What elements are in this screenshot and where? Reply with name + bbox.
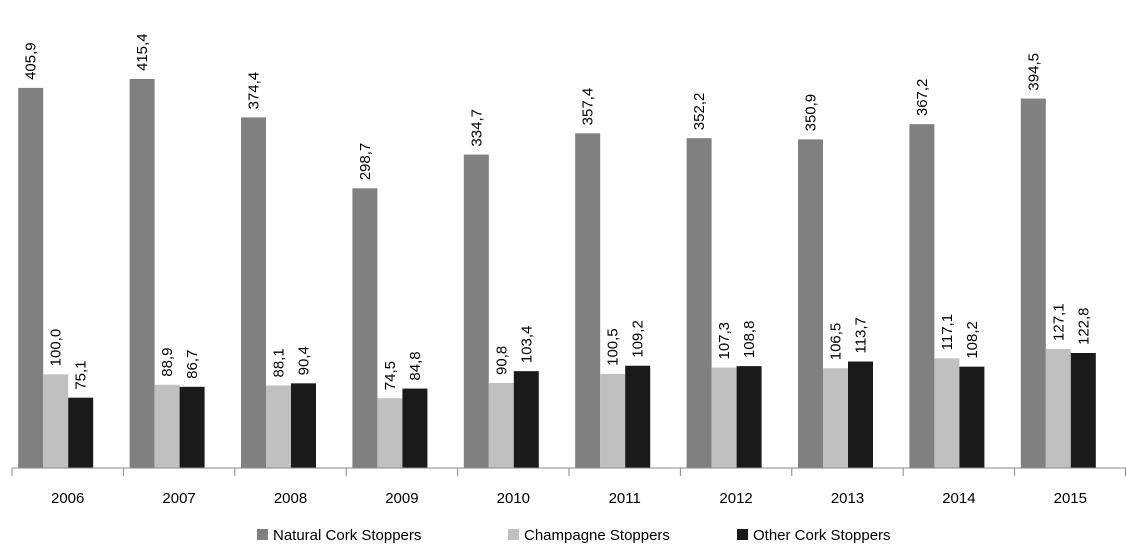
bar [154,384,180,468]
legend-label: Champagne Stoppers [524,527,670,544]
data-label: 74,5 [382,361,399,390]
data-label: 117,1 [939,314,956,350]
legend-label: Other Cork Stoppers [753,527,891,544]
data-label: 405,9 [23,42,40,80]
bar [575,133,601,469]
x-tick-label: 2013 [831,490,864,507]
x-tick-label: 2014 [942,490,975,507]
data-label: 357,4 [580,88,597,126]
bar [686,138,712,468]
x-tick-label: 2011 [609,490,641,507]
bar [600,373,626,468]
data-label: 88,9 [159,348,176,377]
bar [513,371,539,468]
bar [909,124,935,469]
data-label: 75,1 [73,360,90,389]
data-label: 334,7 [468,109,485,147]
data-label: 109,2 [630,320,647,358]
bar [402,388,428,468]
bar [241,117,266,468]
data-label: 298,7 [357,143,374,181]
legend-swatch [257,529,268,540]
bar [377,398,403,468]
bar [711,367,737,468]
bar [934,358,960,468]
data-label: 88,1 [271,348,288,377]
data-label: 113,7 [853,317,870,353]
data-label: 108,8 [741,321,758,359]
bar [129,79,155,468]
x-tick-label: 2010 [497,490,530,507]
data-label: 86,7 [184,350,201,379]
data-label: 107,3 [716,322,733,360]
data-label: 122,8 [1075,307,1092,345]
data-label: 84,8 [407,351,424,380]
legend-swatch [737,529,748,540]
data-label: 367,2 [914,79,931,117]
bar [463,154,489,468]
data-label: 415,4 [134,33,151,71]
data-label: 90,8 [493,346,510,375]
bar [848,361,873,468]
bar [959,366,985,468]
x-tick-label: 2012 [719,490,752,507]
data-label: 108,2 [964,321,981,359]
data-label: 103,4 [518,326,535,364]
data-label: 394,5 [1025,53,1042,91]
data-label: 90,4 [296,346,313,375]
x-tick-label: 2006 [51,490,84,507]
bar [823,368,848,468]
data-label: 100,5 [605,328,622,366]
data-label: 350,9 [803,94,820,132]
x-tick-label: 2015 [1054,490,1087,507]
bar [43,374,69,468]
x-tick-label: 2007 [162,490,195,507]
bar [488,382,514,468]
bar [18,87,44,469]
bar [68,397,94,468]
x-tick-label: 2009 [385,490,418,507]
legend-label: Natural Cork Stoppers [273,527,421,544]
bar [179,386,205,468]
bar [352,188,378,469]
data-label: 100,0 [48,329,65,367]
data-label: 352,2 [691,93,708,131]
data-label: 127,1 [1050,303,1067,341]
data-label: 374,4 [246,72,263,110]
bar [625,365,651,468]
bar [1070,353,1096,468]
legend-swatch [508,529,519,540]
bar [736,366,762,468]
bar [1020,98,1046,468]
data-label: 106,5 [828,323,845,361]
bar [291,383,316,468]
x-tick-label: 2008 [274,490,307,507]
bar [798,139,823,468]
bar [266,385,291,468]
bar [1045,348,1071,468]
